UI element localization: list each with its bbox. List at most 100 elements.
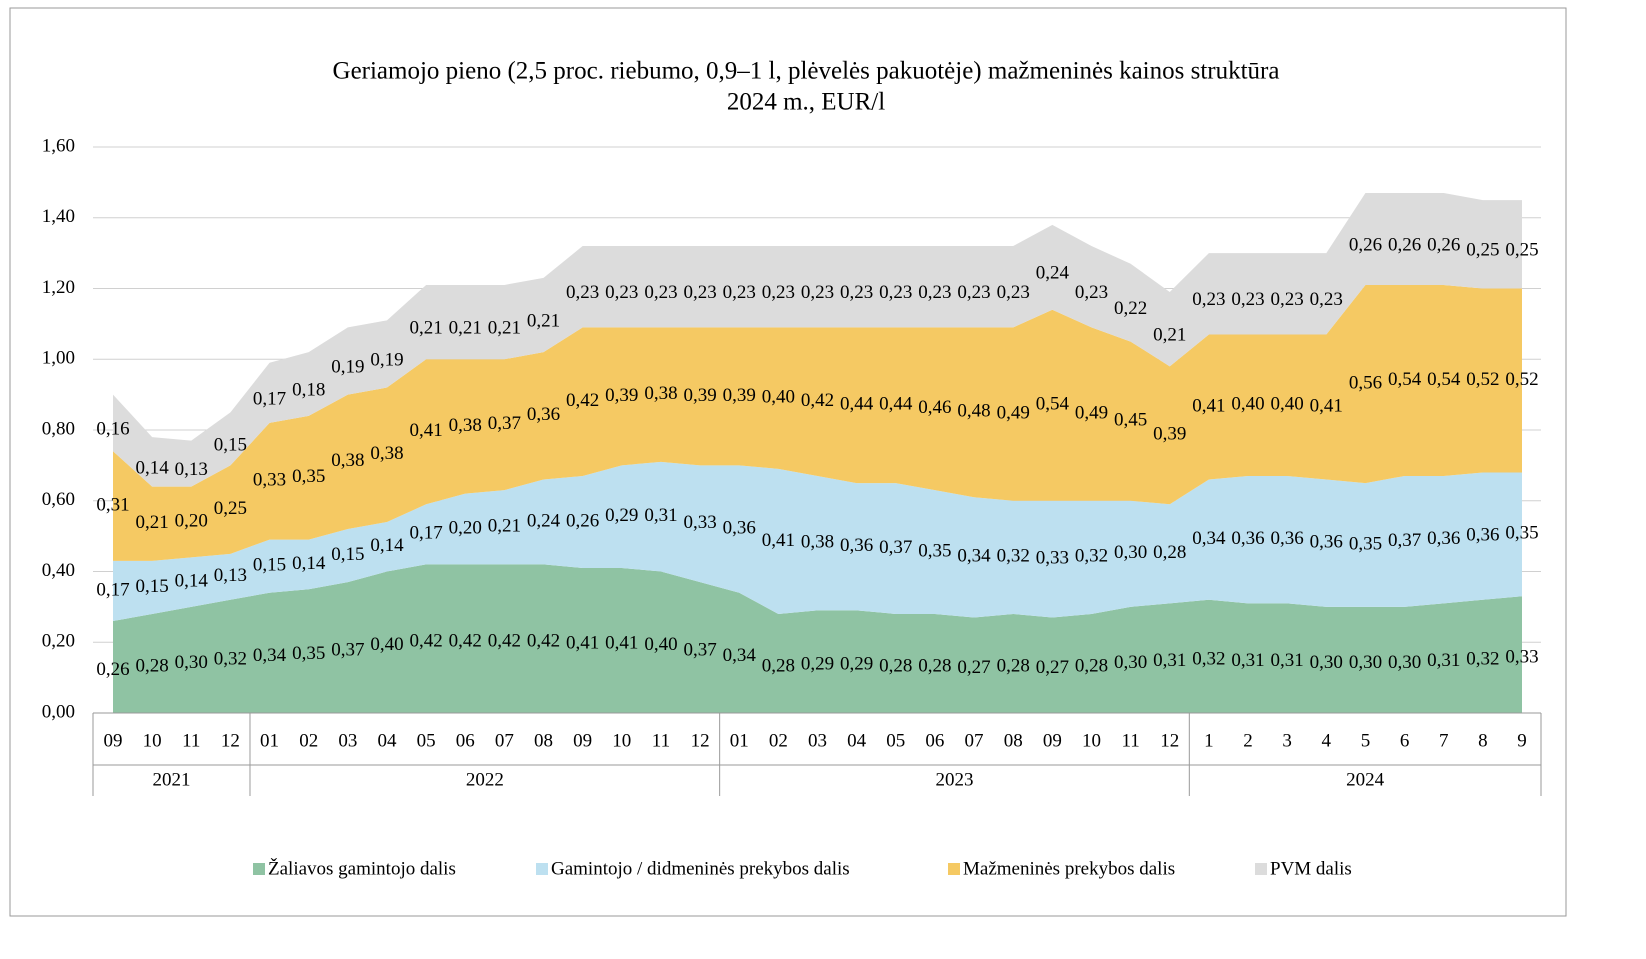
value-label: 0,42 — [488, 631, 521, 652]
x-tick-label: 05 — [886, 730, 905, 751]
x-tick-label: 8 — [1478, 730, 1488, 751]
value-label: 0,38 — [644, 383, 677, 404]
x-tick-label: 03 — [808, 730, 827, 751]
value-label: 0,35 — [1349, 533, 1382, 554]
value-label: 0,36 — [1271, 528, 1304, 549]
value-label: 0,34 — [253, 645, 287, 666]
value-label: 0,48 — [957, 401, 990, 422]
x-tick-label: 12 — [221, 730, 240, 751]
value-label: 0,42 — [801, 390, 834, 411]
value-label: 0,45 — [1114, 410, 1147, 431]
x-tick-label: 6 — [1400, 730, 1410, 751]
x-tick-label: 12 — [691, 730, 710, 751]
x-tick-label: 09 — [573, 730, 592, 751]
value-label: 0,26 — [1349, 234, 1382, 255]
value-label: 0,27 — [957, 657, 990, 678]
x-tick-label: 06 — [456, 730, 475, 751]
x-tick-label: 9 — [1517, 730, 1527, 751]
value-label: 0,32 — [214, 648, 247, 669]
x-tick-label: 02 — [769, 730, 788, 751]
value-label: 0,14 — [136, 457, 170, 478]
x-tick-label: 5 — [1361, 730, 1371, 751]
y-tick-label: 0,20 — [42, 631, 75, 652]
y-tick-label: 1,00 — [42, 348, 75, 369]
value-label: 0,21 — [136, 512, 169, 533]
value-label: 0,33 — [1036, 547, 1069, 568]
y-tick-label: 1,60 — [42, 135, 75, 156]
value-label: 0,31 — [96, 494, 129, 515]
value-label: 0,23 — [762, 282, 795, 303]
value-label: 0,21 — [449, 318, 482, 339]
value-label: 0,24 — [527, 510, 561, 531]
y-tick-label: 0,40 — [42, 560, 75, 581]
value-label: 0,52 — [1466, 369, 1499, 390]
value-label: 0,32 — [1075, 546, 1108, 567]
x-tick-label: 10 — [143, 730, 162, 751]
x-tick-label: 01 — [730, 730, 749, 751]
value-label: 0,21 — [488, 516, 521, 537]
x-tick-label: 7 — [1439, 730, 1449, 751]
x-tick-label: 1 — [1204, 730, 1214, 751]
value-label: 0,27 — [1036, 657, 1069, 678]
value-label: 0,31 — [1231, 650, 1264, 671]
value-label: 0,23 — [1310, 289, 1343, 310]
value-label: 0,16 — [96, 418, 129, 439]
x-tick-label: 08 — [534, 730, 553, 751]
value-label: 0,44 — [879, 394, 913, 415]
value-label: 0,28 — [136, 655, 169, 676]
value-label: 0,23 — [1075, 282, 1108, 303]
value-label: 0,39 — [683, 385, 716, 406]
x-tick-label: 11 — [182, 730, 200, 751]
value-label: 0,30 — [1349, 652, 1382, 673]
value-label: 0,41 — [1192, 395, 1225, 416]
value-label: 0,36 — [840, 535, 873, 556]
value-label: 0,22 — [1114, 298, 1147, 319]
value-label: 0,42 — [527, 631, 560, 652]
value-label: 0,23 — [1231, 289, 1264, 310]
chart-title: Geriamojo pieno (2,5 proc. riebumo, 0,9–… — [333, 58, 1280, 85]
x-tick-label: 09 — [1043, 730, 1062, 751]
value-label: 0,40 — [644, 634, 677, 655]
x-tick-label: 10 — [1082, 730, 1101, 751]
value-label: 0,32 — [1466, 648, 1499, 669]
value-label: 0,20 — [175, 510, 208, 531]
value-label: 0,23 — [997, 282, 1030, 303]
group-label: 2023 — [935, 769, 973, 790]
value-label: 0,41 — [605, 632, 638, 653]
value-label: 0,34 — [1192, 528, 1226, 549]
value-label: 0,26 — [1427, 234, 1460, 255]
value-label: 0,46 — [918, 397, 951, 418]
value-label: 0,14 — [175, 570, 209, 591]
legend-swatch — [536, 863, 548, 875]
value-label: 0,23 — [644, 282, 677, 303]
x-tick-label: 07 — [965, 730, 984, 751]
value-label: 0,23 — [1192, 289, 1225, 310]
value-label: 0,32 — [997, 546, 1030, 567]
value-label: 0,20 — [449, 517, 482, 538]
value-label: 0,13 — [175, 459, 208, 480]
value-label: 0,25 — [214, 498, 247, 519]
value-label: 0,38 — [801, 532, 834, 553]
value-label: 0,31 — [1427, 650, 1460, 671]
value-label: 0,38 — [449, 415, 482, 436]
legend-label: Mažmeninės prekybos dalis — [963, 858, 1175, 879]
x-tick-label: 11 — [652, 730, 670, 751]
value-label: 0,23 — [840, 282, 873, 303]
value-label: 0,31 — [1153, 650, 1186, 671]
value-label: 0,30 — [1388, 652, 1421, 673]
x-tick-label: 03 — [338, 730, 357, 751]
value-label: 0,37 — [331, 639, 364, 660]
value-label: 0,21 — [527, 310, 560, 331]
legend-swatch — [253, 863, 265, 875]
value-label: 0,14 — [292, 553, 326, 574]
value-label: 0,26 — [566, 510, 599, 531]
value-label: 0,21 — [409, 318, 442, 339]
area — [113, 564, 1522, 713]
x-tick-label: 11 — [1121, 730, 1139, 751]
value-label: 0,49 — [997, 402, 1030, 423]
value-label: 0,44 — [840, 394, 874, 415]
value-label: 0,54 — [1388, 369, 1422, 390]
value-label: 0,30 — [1114, 652, 1147, 673]
value-label: 0,37 — [683, 639, 716, 660]
